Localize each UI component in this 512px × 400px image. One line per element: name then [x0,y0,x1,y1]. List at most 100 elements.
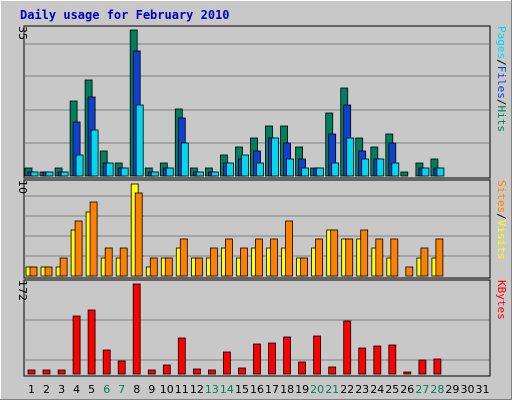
bar-kbytes-day-23 [358,347,367,375]
bar-pages-day-10 [165,167,174,177]
legend-label: KBytes [495,280,508,320]
legend-label: Sites/Visits [495,180,508,260]
x-tick-label-day-13: 13 [205,383,219,396]
legend-separator: / [495,99,508,106]
bar-pages-day-8 [135,104,144,177]
bar-kbytes-day-28 [433,358,442,375]
bar-sites-day-27 [420,247,429,277]
x-tick-label-day-21: 21 [325,383,339,396]
bar-sites-day-8 [134,192,143,277]
x-tick-label-day-16: 16 [250,383,264,396]
bar-kbytes-day-24 [373,345,382,375]
x-tick-label-day-1: 1 [28,383,35,396]
bar-sites-day-10 [164,257,173,277]
y-scale-max-label: 10 [16,180,29,194]
bar-pages-day-25 [391,162,400,177]
legend-pages: Pages [495,26,508,59]
bar-kbytes-day-6 [102,349,111,375]
bar-hits-day-26 [400,171,409,177]
bar-pages-day-14 [225,162,234,177]
x-tick-label-day-17: 17 [265,383,279,396]
bar-pages-day-28 [436,167,445,177]
legend-label: Pages/Files/Hits [495,26,508,132]
bar-sites-day-2 [44,266,53,277]
bar-pages-day-17 [271,137,279,177]
bar-pages-day-2 [45,171,54,177]
bar-kbytes-day-19 [298,361,307,375]
bar-sites-day-5 [89,201,98,277]
x-tick-label-day-7: 7 [118,383,125,396]
bar-sites-day-28 [435,238,444,277]
bar-kbytes-day-4 [72,315,81,375]
bar-kbytes-day-5 [87,309,96,375]
x-tick-label-day-19: 19 [295,383,309,396]
bar-kbytes-day-9 [147,369,156,375]
bar-sites-day-19 [300,257,309,277]
bar-pages-day-9 [150,171,159,177]
x-tick-label-day-28: 28 [430,383,444,396]
legend-sites: Sites [495,180,508,213]
y-scale-max-label: 35 [16,26,29,40]
bar-pages-day-20 [316,167,325,177]
bar-kbytes-day-17 [268,342,276,375]
bar-kbytes-day-20 [313,335,322,375]
bar-pages-day-27 [421,167,430,177]
x-tick-label-day-14: 14 [220,383,234,396]
bar-pages-day-22 [346,137,355,177]
bar-kbytes-day-10 [162,364,171,375]
bar-sites-day-12 [194,257,203,277]
legend-kbytes: KBytes [495,280,508,320]
x-tick-label-day-31: 31 [476,383,490,396]
bar-sites-day-4 [74,220,83,277]
chart-title: Daily usage for February 2010 [20,8,230,22]
x-tick-label-day-29: 29 [445,383,459,396]
bar-sites-day-9 [149,257,158,277]
bar-pages-day-7 [120,167,129,177]
bar-sites-day-17 [270,238,278,277]
y-scale-max-label: 172 [16,280,29,301]
bar-kbytes-day-8 [132,283,141,375]
bar-kbytes-day-1 [27,369,36,375]
bar-kbytes-day-26 [403,371,412,375]
bar-sites-day-3 [59,257,68,277]
bar-pages-day-11 [180,142,189,177]
x-tick-label-day-30: 30 [461,383,475,396]
x-tick-label-day-27: 27 [415,383,429,396]
bar-sites-day-11 [179,238,188,277]
bar-pages-day-24 [376,158,385,177]
bar-sites-day-13 [209,247,218,277]
x-tick-label-day-9: 9 [148,383,155,396]
x-tick-label-day-3: 3 [58,383,65,396]
x-tick-label-day-15: 15 [235,383,249,396]
bar-sites-day-26 [405,266,414,277]
bar-pages-day-5 [90,129,99,177]
legend-separator: / [495,213,508,220]
x-tick-label-day-6: 6 [103,383,110,396]
x-tick-label-day-4: 4 [73,383,80,396]
bar-sites-day-21 [330,229,339,277]
bar-sites-day-7 [119,247,128,277]
x-tick-label-day-12: 12 [190,383,204,396]
legend-files: Files [495,66,508,99]
bar-sites-day-14 [224,238,233,277]
bar-kbytes-day-11 [177,337,186,375]
x-tick-label-day-18: 18 [280,383,294,396]
x-tick-label-day-2: 2 [43,383,50,396]
bar-pages-day-1 [30,171,39,177]
bar-sites-day-24 [375,238,384,277]
bar-pages-day-19 [301,167,310,177]
bar-pages-day-4 [75,154,84,177]
x-tick-label-day-24: 24 [370,383,384,396]
bar-sites-day-1 [29,266,38,277]
bar-pages-day-15 [241,154,249,177]
bar-kbytes-day-15 [238,367,246,375]
bar-kbytes-day-2 [42,369,51,375]
bar-pages-day-12 [195,171,204,177]
bar-kbytes-day-27 [418,359,427,375]
bar-sites-day-22 [345,238,354,277]
x-tick-label-day-23: 23 [355,383,369,396]
legend-visits: Visits [495,220,508,260]
x-tick-label-day-5: 5 [88,383,95,396]
